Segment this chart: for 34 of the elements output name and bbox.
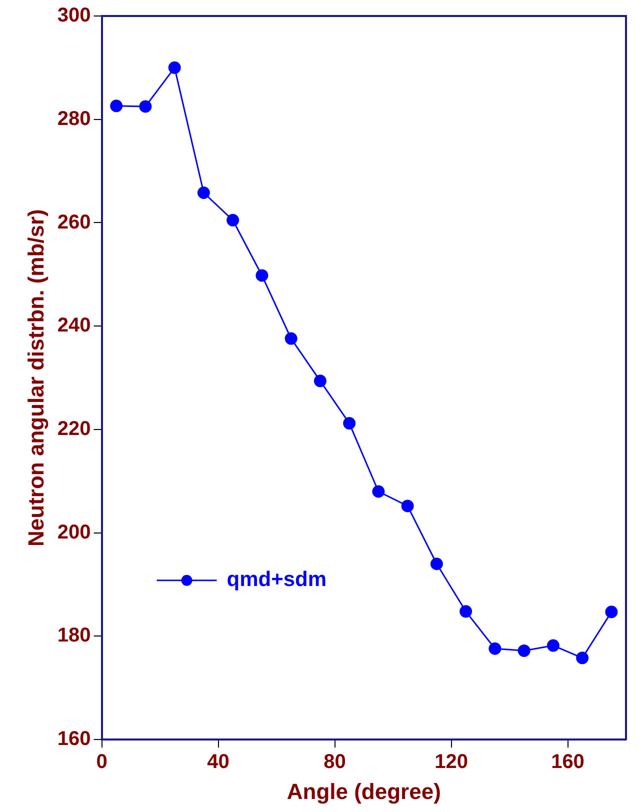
- point: [576, 652, 589, 664]
- x-tick-label: 120: [434, 751, 468, 774]
- point: [460, 605, 472, 618]
- x-tick-label: 160: [551, 751, 584, 774]
- y-tick-label: 300: [57, 4, 91, 27]
- point: [256, 269, 268, 282]
- x-tick-label: 80: [324, 751, 346, 774]
- point: [226, 214, 240, 226]
- y-tick-label: 280: [57, 108, 91, 130]
- point: [372, 485, 385, 498]
- legend-label: qmd+sdm: [226, 568, 327, 592]
- x-tick-label: 0: [96, 751, 108, 774]
- point: [518, 644, 530, 657]
- y-tick-label: 220: [57, 418, 91, 440]
- y-tick-label: 260: [57, 211, 91, 234]
- point: [605, 606, 618, 618]
- point: [168, 61, 181, 74]
- x-tick-label: 40: [207, 751, 230, 774]
- point: [430, 558, 443, 570]
- point: [314, 374, 326, 388]
- point: [488, 642, 502, 655]
- y-tick-label: 200: [57, 521, 91, 544]
- y-tick-label: 240: [57, 314, 91, 337]
- y-tick-label: 160: [57, 728, 91, 750]
- point: [546, 639, 560, 652]
- point: [343, 417, 356, 430]
- point: [197, 186, 210, 200]
- x-axis-title: Angle (degree): [286, 778, 441, 804]
- y-axis-title: Neutron angular distrbn. (mb/sr): [23, 209, 48, 546]
- point: [284, 332, 298, 345]
- y-tick-label: 180: [57, 624, 91, 647]
- point: [139, 100, 152, 113]
- point: [401, 500, 414, 512]
- point: [110, 100, 123, 112]
